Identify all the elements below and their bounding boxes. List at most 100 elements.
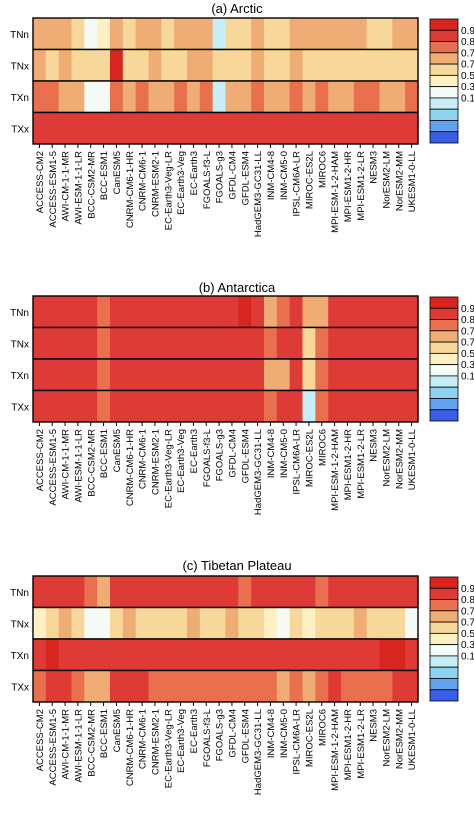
heatmap-cell — [148, 576, 162, 608]
heatmap-cell — [174, 359, 188, 391]
column-label: MPI-ESM1-2-LR — [356, 709, 367, 779]
heatmap-cell — [366, 390, 381, 422]
heatmap-cell — [174, 81, 188, 113]
column-label: GFDL-ESM4 — [240, 151, 251, 205]
column-label: BCC-ESM1 — [99, 151, 110, 200]
heatmap-cell — [187, 639, 201, 671]
heatmap-cell — [110, 607, 124, 639]
heatmap-cell — [264, 296, 278, 328]
row-label: TNn — [10, 588, 29, 599]
heatmap-cell — [33, 296, 47, 328]
column-label: ACCESS-ESM1-5 — [48, 709, 59, 786]
legend-tick-label: 0.94 — [461, 584, 474, 595]
heatmap-cell — [302, 18, 316, 50]
heatmap-cell — [366, 327, 381, 359]
heatmap-cell — [161, 670, 175, 702]
heatmap-cell — [33, 112, 47, 144]
column-label: GFDL-ESM4 — [240, 429, 251, 483]
legend-swatch — [429, 678, 459, 691]
heatmap-cell — [276, 49, 291, 81]
column-label: MPI-ESM1-2-HR — [343, 151, 354, 222]
heatmap-cell — [45, 359, 60, 391]
heatmap-cell — [199, 49, 214, 81]
column-label: MIROC-ES2L — [304, 709, 315, 767]
heatmap-cell — [379, 639, 393, 671]
heatmap-cell — [187, 576, 201, 608]
heatmap-cell — [84, 359, 98, 391]
heatmap-cell — [148, 49, 162, 81]
heatmap-cell — [225, 18, 239, 50]
heatmap-cell — [379, 576, 393, 608]
heatmap-cell — [58, 296, 73, 328]
heatmap-cell — [225, 296, 239, 328]
heatmap-cell — [341, 639, 355, 671]
legend-swatch — [429, 576, 459, 589]
heatmap-cell — [264, 359, 278, 391]
heatmap-cell — [379, 296, 393, 328]
heatmap-cell — [405, 639, 419, 671]
legend-tick-label: 0.3 — [461, 360, 474, 371]
heatmap-cell — [264, 81, 278, 113]
heatmap-cell — [341, 390, 355, 422]
heatmap-cell — [392, 670, 406, 702]
column-label: MIROC-ES2L — [304, 429, 315, 487]
legend-swatch — [429, 97, 459, 110]
heatmap-cell — [71, 327, 85, 359]
heatmap-cell — [379, 327, 393, 359]
heatmap-cell — [71, 576, 85, 608]
heatmap-cell — [148, 112, 162, 144]
heatmap-cell — [110, 49, 124, 81]
heatmap-cell — [302, 670, 316, 702]
heatmap-cell — [251, 112, 265, 144]
heatmap-cell — [58, 639, 73, 671]
heatmap-cell — [187, 359, 201, 391]
heatmap-cell — [71, 296, 85, 328]
heatmap-cell — [315, 327, 329, 359]
column-label: BCC-CSM2-MR — [86, 429, 97, 497]
heatmap-cell — [405, 49, 419, 81]
heatmap-cell — [225, 607, 239, 639]
heatmap-cell — [174, 670, 188, 702]
column-label: FGOALS-g3 — [215, 709, 226, 761]
heatmap-cell — [97, 327, 111, 359]
column-label: ACCESS-CM2 — [35, 709, 46, 771]
heatmap-cell — [315, 112, 329, 144]
column-label: AWI-CM-1-1-MR — [61, 429, 72, 499]
heatmap-cell — [110, 670, 124, 702]
heatmap-cell — [199, 112, 214, 144]
heatmap-cell — [225, 359, 239, 391]
column-label: HadGEM3-GC31-LL — [253, 709, 264, 795]
column-label: GFDL-CM4 — [227, 429, 238, 478]
column-label: AWI-ESM-1-1-LR — [73, 709, 84, 783]
column-label: EC-Earth3-Veg — [176, 429, 187, 493]
heatmap-cell — [315, 296, 329, 328]
heatmap-cell — [379, 607, 393, 639]
heatmap-cell — [45, 18, 60, 50]
heatmap-cell — [341, 576, 355, 608]
heatmap-cell — [174, 607, 188, 639]
heatmap-cell — [212, 670, 227, 702]
heatmap-cell — [58, 49, 73, 81]
heatmap-cell — [302, 327, 316, 359]
legend-swatch — [429, 86, 459, 99]
legend-swatch — [429, 108, 459, 121]
heatmap-cell — [251, 359, 265, 391]
legend-tick-label: 0.1 — [461, 93, 474, 104]
heatmap-cell — [353, 81, 368, 113]
heatmap-cell — [366, 639, 381, 671]
heatmap-cell — [302, 112, 316, 144]
column-label: EC-Earth3-Veg — [176, 151, 187, 215]
heatmap-cell — [289, 49, 304, 81]
heatmap-cell — [135, 296, 150, 328]
heatmap-cell — [33, 607, 47, 639]
heatmap-cell — [161, 576, 175, 608]
heatmap-cell — [276, 359, 291, 391]
heatmap-cell — [199, 607, 214, 639]
heatmap-cell — [212, 576, 227, 608]
legend-tick-label: 0.78 — [461, 606, 474, 617]
legend-tick-label: 0.7 — [461, 60, 474, 71]
heatmap-cell — [148, 359, 162, 391]
heatmap-cell — [71, 49, 85, 81]
heatmap-cell — [148, 296, 162, 328]
heatmap-cell — [122, 576, 137, 608]
